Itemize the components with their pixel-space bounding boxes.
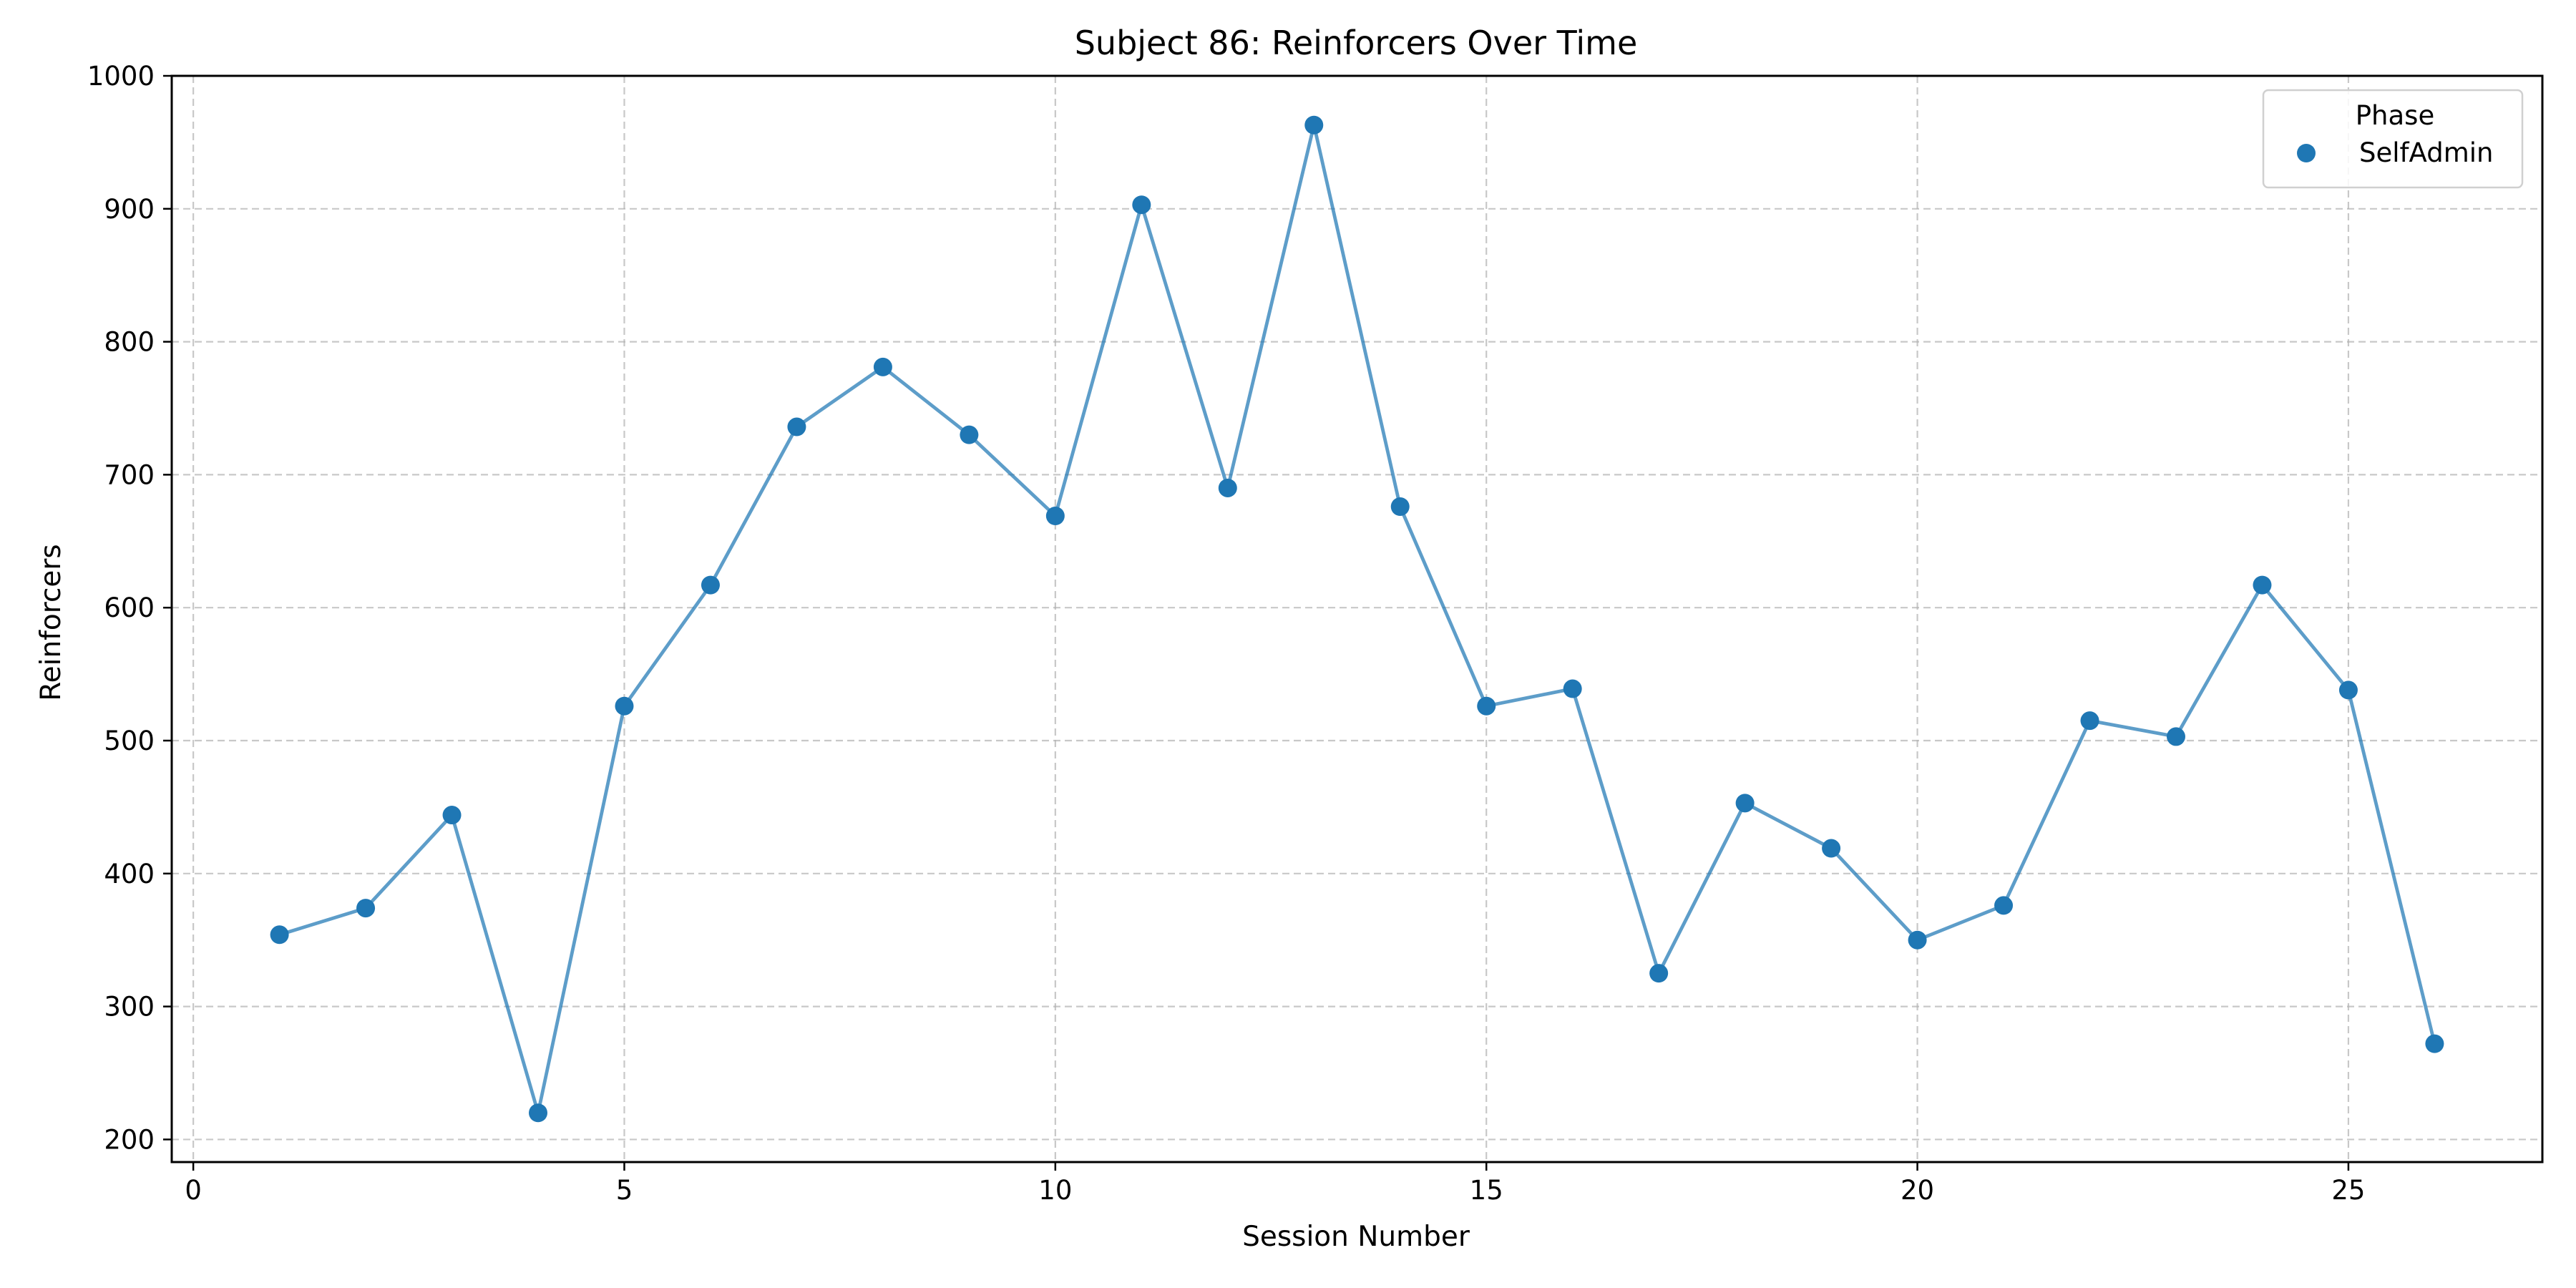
data-point (2425, 1034, 2444, 1053)
chart-title: Subject 86: Reinforcers Over Time (1075, 24, 1638, 62)
data-point (1045, 507, 1065, 526)
data-point (1218, 478, 1237, 497)
legend-layer: Phase SelfAdmin (2262, 89, 2524, 189)
series-line (278, 123, 2436, 1115)
y-tick-label: 800 (104, 327, 155, 358)
data-point (960, 425, 979, 444)
x-tick-label: 10 (1038, 1175, 1072, 1206)
x-axis-label: Session Number (1242, 1221, 1470, 1253)
plot-frame (170, 74, 2544, 1163)
data-point (787, 417, 806, 436)
legend-entry: SelfAdmin (2359, 137, 2493, 168)
legend-title: Phase (2356, 100, 2434, 131)
legend-marker (2297, 144, 2316, 162)
x-tick-label: 0 (185, 1175, 202, 1206)
data-point (1994, 896, 2014, 915)
data-point (1908, 930, 1927, 950)
data-point (1390, 497, 1410, 516)
data-point (701, 575, 720, 595)
y-tick-label: 500 (104, 726, 155, 756)
data-point (615, 696, 634, 716)
data-point (2080, 711, 2099, 731)
y-tick-label: 600 (104, 592, 155, 623)
y-axis-label: Reinforcers (35, 544, 67, 701)
data-point (2166, 727, 2185, 746)
y-tick-label: 400 (104, 859, 155, 889)
data-point (270, 925, 289, 945)
data-point (873, 357, 892, 376)
series-layer (270, 115, 2444, 1123)
data-point (1132, 195, 1151, 215)
data-point (2338, 680, 2358, 700)
legend-box (2262, 89, 2524, 189)
y-tick-label: 900 (104, 194, 155, 225)
axes-layer: 0 5 10 15 20 25 200 300 400 500 600 700 800 900 1000 (87, 61, 2544, 1206)
data-point (1563, 679, 1582, 698)
data-point (1822, 839, 1841, 858)
data-point (1304, 115, 1324, 135)
data-point (2253, 575, 2272, 595)
y-tick-label: 700 (104, 459, 155, 490)
data-point (529, 1103, 548, 1123)
data-point (1477, 696, 1496, 716)
y-tick-label: 300 (104, 992, 155, 1023)
y-tick-label: 1000 (87, 61, 155, 92)
x-tick-label: 5 (616, 1175, 633, 1206)
x-tick-label: 15 (1470, 1175, 1503, 1206)
data-point (356, 899, 376, 918)
grid-layer (172, 74, 2542, 1162)
data-point (1735, 794, 1755, 813)
x-tick-label: 20 (1901, 1175, 1934, 1206)
x-tick-label: 25 (2331, 1175, 2365, 1206)
y-tick-label: 200 (104, 1124, 155, 1155)
data-point (1649, 964, 1669, 983)
data-point (442, 806, 462, 825)
